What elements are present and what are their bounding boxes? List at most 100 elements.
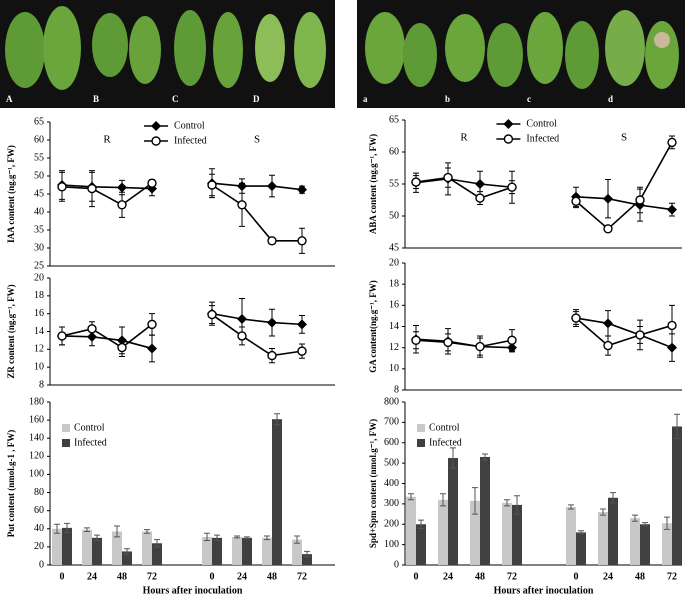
marker bbox=[147, 319, 157, 330]
legend-label: Infected bbox=[74, 437, 107, 448]
legend-label: Control bbox=[429, 422, 460, 433]
marker bbox=[237, 200, 247, 210]
marker bbox=[667, 204, 677, 215]
y-tick-label: 55 bbox=[389, 178, 399, 189]
y-tick-label: 20 bbox=[34, 272, 44, 283]
y-tick-label: 140 bbox=[29, 433, 44, 444]
y-tick-label: 100 bbox=[29, 469, 44, 480]
y-tick-label: 400 bbox=[384, 478, 399, 489]
y-tick-label: 40 bbox=[34, 206, 44, 217]
bar bbox=[262, 537, 272, 565]
y-tick-label: 18 bbox=[389, 278, 399, 289]
y-tick-label: 600 bbox=[384, 437, 399, 448]
y-tick-label: 18 bbox=[34, 290, 44, 301]
bar bbox=[672, 426, 682, 565]
y-axis-label: Put content (nmol.g-1 , FW) bbox=[6, 430, 16, 538]
bar bbox=[122, 551, 132, 565]
error-bar bbox=[94, 534, 100, 542]
group-label: S bbox=[621, 132, 627, 144]
marker bbox=[237, 331, 247, 341]
x-tick-label: 48 bbox=[475, 571, 485, 582]
bar bbox=[608, 497, 618, 565]
error-bar bbox=[642, 522, 648, 527]
y-tick-label: 180 bbox=[29, 396, 44, 407]
group-label: R bbox=[460, 132, 468, 144]
marker bbox=[603, 193, 613, 204]
error-bar bbox=[610, 492, 616, 504]
error-bar bbox=[472, 487, 478, 515]
error-bar bbox=[632, 514, 638, 522]
legend-label: Control bbox=[74, 422, 105, 433]
error-bar bbox=[482, 453, 488, 461]
marker bbox=[147, 343, 157, 354]
marker bbox=[237, 314, 247, 325]
y-tick-label: 14 bbox=[389, 321, 399, 332]
error-bar bbox=[440, 493, 446, 507]
bar bbox=[640, 524, 650, 565]
y-tick-label: 25 bbox=[34, 260, 44, 271]
x-tick-label: 24 bbox=[603, 571, 613, 582]
marker bbox=[117, 200, 127, 210]
x-tick-label: 24 bbox=[237, 571, 247, 582]
error-bar bbox=[674, 413, 680, 440]
bar bbox=[212, 537, 222, 565]
y-tick-label: 60 bbox=[34, 134, 44, 145]
error-bar bbox=[124, 548, 130, 555]
y-tick-label: 40 bbox=[34, 523, 44, 534]
photo-label: a bbox=[363, 94, 368, 104]
y-tick-label: 120 bbox=[29, 451, 44, 462]
y-tick-label: 65 bbox=[34, 116, 44, 127]
x-tick-label: 48 bbox=[117, 571, 127, 582]
error-bar bbox=[504, 499, 510, 507]
marker bbox=[503, 134, 514, 144]
legend-label: Infected bbox=[174, 135, 207, 146]
legend-swatch bbox=[62, 424, 70, 432]
x-tick-label: 0 bbox=[414, 571, 419, 582]
marker bbox=[87, 324, 97, 334]
bar bbox=[92, 537, 102, 565]
y-tick-label: 50 bbox=[34, 170, 44, 181]
error-bar bbox=[450, 447, 456, 469]
x-tick-label: 72 bbox=[147, 571, 157, 582]
marker bbox=[267, 236, 277, 246]
x-tick-label: 24 bbox=[87, 571, 97, 582]
marker bbox=[667, 320, 677, 331]
marker bbox=[297, 184, 307, 195]
y-tick-label: 10 bbox=[34, 361, 44, 372]
error-bar bbox=[114, 525, 120, 538]
error-bar bbox=[84, 527, 90, 532]
series-line bbox=[415, 317, 673, 348]
y-tick-label: 60 bbox=[389, 146, 399, 157]
marker bbox=[267, 317, 277, 328]
bar bbox=[302, 554, 312, 565]
marker bbox=[87, 331, 97, 342]
bar bbox=[470, 500, 480, 565]
series-line bbox=[61, 182, 303, 191]
error-bar bbox=[418, 519, 424, 529]
error-bar bbox=[304, 550, 310, 558]
bar bbox=[598, 512, 608, 565]
marker bbox=[667, 137, 677, 148]
series-line bbox=[61, 312, 303, 350]
series-line bbox=[61, 313, 303, 357]
x-tick-label: 72 bbox=[297, 571, 307, 582]
x-tick-label: 0 bbox=[574, 571, 579, 582]
marker bbox=[443, 337, 453, 348]
error-bar bbox=[264, 535, 270, 541]
photo-label: C bbox=[172, 94, 179, 104]
bar bbox=[502, 502, 512, 565]
y-tick-label: 500 bbox=[384, 457, 399, 468]
y-axis-label: GA content(ng.g⁻¹, FW) bbox=[368, 280, 378, 372]
marker bbox=[297, 346, 307, 356]
error-bar bbox=[144, 529, 150, 534]
x-tick-label: 24 bbox=[443, 571, 453, 582]
error-bar bbox=[214, 534, 220, 542]
x-axis-label: Hours after inoculation bbox=[143, 585, 243, 596]
bar bbox=[52, 528, 62, 565]
bar bbox=[406, 496, 416, 565]
y-tick-label: 80 bbox=[34, 487, 44, 498]
error-bar bbox=[568, 504, 574, 510]
error-bar bbox=[64, 522, 70, 533]
y-tick-label: 30 bbox=[34, 242, 44, 253]
bar bbox=[242, 537, 252, 565]
